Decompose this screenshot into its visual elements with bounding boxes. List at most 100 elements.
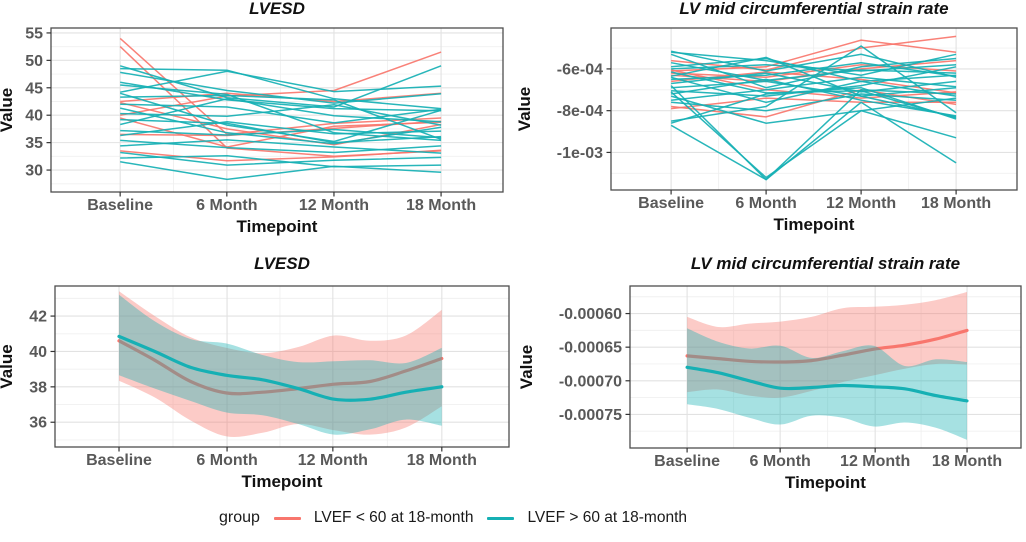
subject-line-gt60 <box>120 151 442 166</box>
subject-line-gt60 <box>671 72 957 93</box>
subject-line-lt60 <box>120 149 442 162</box>
legend-item-lt60: LVEF < 60 at 18-month <box>273 509 474 527</box>
lvesd-individual-title: LVESD <box>249 0 305 18</box>
lvesd-smooth-ylabel: Value <box>0 344 16 388</box>
y-tick-label: -1e-03 <box>557 145 603 162</box>
ribbon-gt60 <box>687 328 967 440</box>
lvesd-smooth-svg: Baseline 6 Month 12 Month 18 Month 36 38 40 42 L… <box>0 254 510 491</box>
subject-line-gt60 <box>120 94 442 141</box>
subject-line-gt60 <box>120 139 442 154</box>
subject-line-gt60 <box>120 98 442 126</box>
subject-line-lt60 <box>671 97 957 110</box>
strain-smooth-ylabel: Value <box>517 345 536 389</box>
y-tick-label: 42 <box>29 309 47 326</box>
smooth-line-gt60 <box>117 334 444 402</box>
smooth-line-lt60 <box>117 339 444 396</box>
y-tick-label: 35 <box>25 135 43 152</box>
strain-smooth-panel-border <box>629 285 1022 449</box>
y-tick-label: -0.00075 <box>559 407 622 424</box>
lvesd-smooth-axes: Baseline 6 Month 12 Month 18 Month 36 38 40 42 <box>29 309 477 469</box>
strain-smooth-grid <box>630 286 1021 448</box>
strain-smooth-xlabel: Timepoint <box>785 473 866 492</box>
lvesd-individual-series <box>119 37 442 181</box>
y-tick-label: -0.00070 <box>559 373 622 390</box>
subject-line-gt60 <box>670 71 957 119</box>
subject-line-gt60 <box>671 63 957 72</box>
lvesd-individual-panel-border <box>50 27 504 193</box>
x-tick-label: 18 Month <box>406 197 476 214</box>
smooth-line-gt60 <box>685 365 969 403</box>
subject-line-gt60 <box>670 61 957 82</box>
strain-smooth-title: LV mid circumferential strain rate <box>691 254 960 273</box>
x-tick-label: Baseline <box>654 453 720 470</box>
lvesd-individual-xlabel: Timepoint <box>237 217 318 236</box>
strain-individual-xlabel: Timepoint <box>774 215 855 234</box>
x-tick-label: 6 Month <box>749 453 810 470</box>
x-tick-label: 18 Month <box>921 195 991 212</box>
x-tick-label: 6 Month <box>196 197 257 214</box>
strain-individual-ylabel: Value <box>515 87 534 131</box>
y-tick-label: -0.00060 <box>559 306 622 323</box>
subject-line-gt60 <box>120 81 442 112</box>
strain-individual-title: LV mid circumferential strain rate <box>679 0 948 18</box>
strain-individual-axes: Baseline 6 Month 12 Month 18 Month -1e-03 -8e… <box>557 61 991 212</box>
subject-line-gt60 <box>671 93 957 112</box>
subject-line-lt60 <box>670 69 957 99</box>
legend: group LVEF < 60 at 18-month LVEF > 60 at… <box>0 497 906 539</box>
strain-smooth-series <box>685 292 969 440</box>
lvesd-smooth-series <box>117 291 444 438</box>
chart-strain-individual: Baseline 6 Month 12 Month 18 Month -1e-03 -8e… <box>513 0 1026 250</box>
subject-line-gt60 <box>670 86 957 124</box>
subject-line-gt60 <box>120 84 442 142</box>
y-tick-label: -0.00065 <box>559 340 622 357</box>
x-tick-label: 12 Month <box>826 195 896 212</box>
legend-title: group <box>218 509 260 526</box>
strain-individual-svg: Baseline 6 Month 12 Month 18 Month -1e-03 -8e… <box>515 0 1018 234</box>
strain-individual-series <box>670 35 957 181</box>
subject-line-gt60 <box>120 67 442 110</box>
smooth-line-lt60 <box>685 328 969 364</box>
y-tick-label: 36 <box>29 415 47 432</box>
subject-line-gt60 <box>670 45 957 122</box>
subject-line-lt60 <box>120 101 442 146</box>
x-tick-label: 18 Month <box>932 453 1002 470</box>
subject-line-gt60 <box>670 91 957 179</box>
subject-line-gt60 <box>120 107 442 145</box>
legend-label-lt60: LVEF < 60 at 18-month <box>313 509 474 526</box>
lvesd-smooth-panel-border <box>54 285 510 448</box>
subject-line-lt60 <box>671 35 957 71</box>
subject-line-gt60 <box>671 61 957 81</box>
subject-line-gt60 <box>120 121 442 137</box>
subject-line-gt60 <box>671 76 957 101</box>
ribbon-lt60 <box>687 292 967 398</box>
legend-key-line-lt60 <box>273 516 301 520</box>
legend-key-line-gt60 <box>487 516 515 520</box>
subject-line-gt60 <box>120 104 442 126</box>
y-tick-label: -6e-04 <box>557 61 603 78</box>
x-tick-label: Baseline <box>87 197 153 214</box>
y-tick-label: 55 <box>25 25 43 42</box>
x-tick-label: 12 Month <box>840 453 910 470</box>
legend-label-gt60: LVEF > 60 at 18-month <box>527 509 687 526</box>
y-tick-label: 50 <box>25 53 43 70</box>
x-tick-label: 6 Month <box>735 195 796 212</box>
x-tick-label: Baseline <box>638 195 704 212</box>
subject-line-gt60 <box>120 155 442 168</box>
subject-line-gt60 <box>671 57 957 83</box>
lvesd-individual-ylabel: Value <box>0 88 16 132</box>
x-tick-label: Baseline <box>86 452 152 469</box>
subject-line-lt60 <box>119 37 442 136</box>
x-tick-label: 18 Month <box>407 452 477 469</box>
x-tick-label: 12 Month <box>298 452 368 469</box>
subject-line-gt60 <box>120 161 442 181</box>
chart-strain-smooth: Baseline 6 Month 12 Month 18 Month -0.00075 -… <box>513 250 1026 497</box>
subject-line-gt60 <box>120 71 442 104</box>
y-tick-label: 45 <box>25 80 43 97</box>
y-tick-label: 40 <box>25 108 43 125</box>
chart-lvesd-smooth: Baseline 6 Month 12 Month 18 Month 36 38 40 42 L… <box>0 250 513 497</box>
strain-individual-panel-border <box>610 27 1018 191</box>
y-tick-label: 40 <box>29 344 47 361</box>
subject-line-gt60 <box>670 85 957 181</box>
subject-line-gt60 <box>670 89 957 181</box>
